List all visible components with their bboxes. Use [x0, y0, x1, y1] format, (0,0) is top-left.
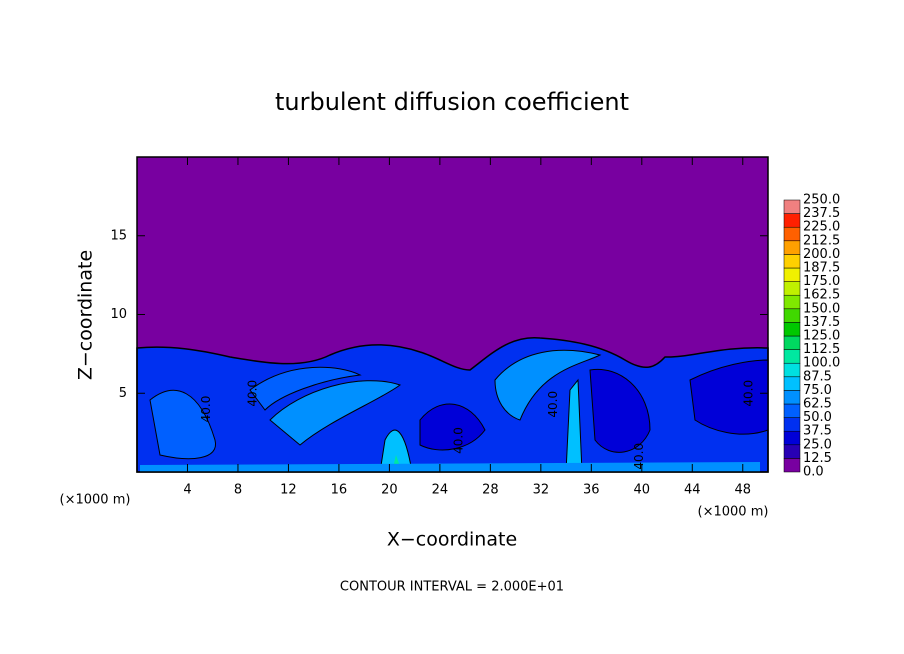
- x-tick-label: 16: [331, 483, 348, 498]
- y-unit-label: (×1000 m): [60, 493, 131, 508]
- field-region: [589, 368, 651, 453]
- colorbar-label: 175.0: [803, 274, 840, 289]
- field-region: [269, 380, 402, 446]
- annotation: CONTOUR INTERVAL = 2.000E+01: [340, 580, 564, 595]
- colorbar-segment: [783, 213, 801, 228]
- colorbar-segment: [783, 335, 801, 350]
- colorbar-label: 212.5: [803, 233, 840, 248]
- colorbar-segment: [783, 281, 801, 296]
- colorbar-segment: [783, 240, 801, 255]
- contour-label: 40.0: [199, 396, 213, 423]
- colorbar-label: 37.5: [803, 424, 832, 439]
- x-tick-label: 32: [533, 483, 550, 498]
- colorbar-label: 12.5: [803, 451, 832, 466]
- contour-label: 40.0: [451, 427, 465, 454]
- x-tick-label: 48: [734, 483, 751, 498]
- chart-title: turbulent diffusion coefficient: [275, 88, 629, 116]
- x-tick-label: 36: [583, 483, 600, 498]
- colorbar-label: 187.5: [803, 261, 840, 276]
- x-tick-label: 44: [684, 483, 701, 498]
- field: [136, 156, 769, 473]
- y-tick-label: 5: [119, 386, 127, 401]
- x-tick-label: 40: [634, 483, 651, 498]
- field-region: [140, 462, 760, 472]
- colorbar-label: 225.0: [803, 220, 840, 235]
- colorbar-segment: [783, 390, 801, 405]
- colorbar-label: 75.0: [803, 383, 832, 398]
- colorbar-segment: [783, 308, 801, 323]
- colorbar-label: 162.5: [803, 288, 840, 303]
- colorbar-segment: [783, 226, 801, 242]
- colorbar-label: 87.5: [803, 369, 832, 384]
- x-tick-label: 24: [432, 483, 449, 498]
- colorbar-label: 25.0: [803, 437, 832, 452]
- x-tick-label: 4: [183, 483, 191, 498]
- x-axis-label: X−coordinate: [387, 529, 517, 551]
- x-unit-label: (×1000 m): [698, 505, 769, 520]
- colorbar-label: 100.0: [803, 356, 840, 371]
- colorbar-label: 250.0: [803, 193, 840, 208]
- colorbar-segment: [783, 349, 801, 364]
- field-region: [419, 403, 486, 451]
- x-tick-label: 28: [482, 483, 499, 498]
- field-region: [494, 349, 602, 421]
- colorbar-label: 0.0: [803, 465, 824, 480]
- colorbar-label: 125.0: [803, 329, 840, 344]
- contour-label: 40.0: [632, 443, 646, 470]
- field-region: [149, 390, 216, 460]
- colorbar-label: 62.5: [803, 397, 832, 412]
- contour-label: 40.0: [546, 391, 560, 418]
- colorbar-segment: [783, 444, 801, 459]
- colorbar-segment: [783, 362, 801, 378]
- colorbar-label: 150.0: [803, 301, 840, 316]
- colorbar-segment: [783, 254, 801, 269]
- colorbar-segment: [783, 458, 801, 473]
- colorbar-label: 112.5: [803, 342, 840, 357]
- colorbar-segment: [783, 376, 801, 391]
- contour-label: 40.0: [246, 380, 260, 407]
- colorbar-segment: [783, 403, 801, 418]
- colorbar-segment: [783, 294, 801, 310]
- x-tick-label: 12: [280, 483, 297, 498]
- colorbar-segment: [783, 322, 801, 337]
- y-tick-label: 10: [110, 307, 127, 322]
- colorbar-label: 200.0: [803, 247, 840, 262]
- field-region: [249, 366, 362, 411]
- colorbar-segment: [783, 267, 801, 282]
- y-axis-label: Z−coordinate: [75, 250, 97, 380]
- colorbar-segment: [783, 199, 801, 214]
- x-tick-label: 8: [234, 483, 242, 498]
- colorbar-label: 137.5: [803, 315, 840, 330]
- colorbar-label: 50.0: [803, 410, 832, 425]
- colorbar-label: 237.5: [803, 206, 840, 221]
- contour-label: 40.0: [742, 380, 756, 407]
- y-tick-label: 15: [110, 228, 127, 243]
- colorbar-segment: [783, 430, 801, 446]
- colorbar-segment: [783, 417, 801, 432]
- x-tick-label: 20: [381, 483, 398, 498]
